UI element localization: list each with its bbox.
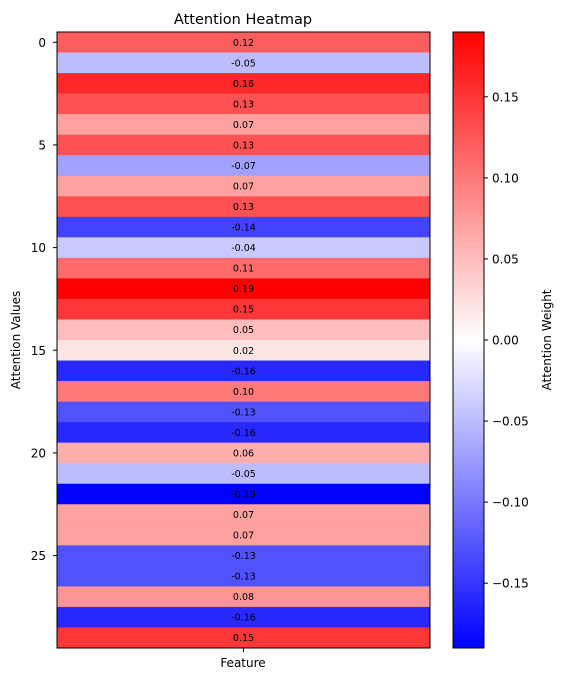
cell-value-label: 0.07 — [233, 531, 254, 542]
cell-value-label: 0.06 — [233, 448, 254, 459]
cell-value-label: 0.10 — [233, 387, 254, 398]
heatmap-cell — [57, 278, 430, 300]
heatmap-cell — [57, 586, 430, 608]
heatmap-cell — [57, 237, 430, 259]
heatmap-cell — [57, 524, 430, 546]
heatmap-cell — [57, 257, 430, 279]
y-axis-ticks: 0 5 10 15 20 25 — [31, 36, 244, 652]
colorbar-tick-label: 0.00 — [492, 334, 519, 348]
heatmap-cell-labels: 0.12 -0.05 0.16 0.13 0.07 0.13 -0.07 0.07 0.13 -0… — [231, 38, 256, 644]
cell-value-label: -0.19 — [231, 490, 256, 501]
cell-value-label: 0.07 — [233, 510, 254, 521]
colorbar-tick-label: 0.15 — [492, 90, 519, 104]
y-tick-label: 10 — [31, 241, 46, 255]
cell-value-label: 0.13 — [233, 99, 254, 110]
heatmap-cell — [57, 319, 430, 341]
heatmap-cell — [57, 606, 430, 628]
cell-value-label: -0.16 — [231, 428, 256, 439]
cell-value-label: 0.12 — [233, 38, 254, 49]
chart-title: Attention Heatmap — [174, 12, 312, 28]
cell-value-label: -0.13 — [231, 572, 256, 583]
cell-value-label: -0.05 — [231, 58, 256, 69]
heatmap-cell — [57, 565, 430, 587]
cell-value-label: -0.14 — [231, 223, 256, 234]
heatmap-cell — [57, 155, 430, 177]
heatmap-cell — [57, 360, 430, 382]
heatmap-cell — [57, 627, 430, 649]
heatmap-cell — [57, 463, 430, 485]
cell-value-label: -0.16 — [231, 366, 256, 377]
cell-value-label: 0.05 — [233, 325, 254, 336]
heatmap-cell — [57, 73, 430, 94]
cell-value-label: -0.13 — [231, 551, 256, 562]
cell-value-label: -0.07 — [231, 161, 256, 172]
cell-value-label: 0.02 — [233, 346, 254, 357]
heatmap-cell — [57, 422, 430, 443]
y-axis-title: Attention Values — [9, 291, 23, 389]
cell-value-label: 0.13 — [233, 202, 254, 213]
heatmap-cell — [57, 504, 430, 526]
heatmap-cell — [57, 340, 430, 361]
y-tick-label: 20 — [31, 446, 46, 460]
cell-value-label: 0.07 — [233, 120, 254, 131]
colorbar-tick-label: −0.15 — [492, 577, 529, 591]
colorbar-tick-label: −0.10 — [492, 496, 529, 510]
cell-value-label: -0.16 — [231, 613, 256, 624]
y-tick-label: 5 — [38, 138, 46, 152]
y-tick-label: 15 — [31, 344, 46, 358]
cell-value-label: 0.15 — [233, 305, 254, 316]
y-tick-label: 0 — [38, 36, 46, 50]
heatmap-cell — [57, 175, 430, 197]
heatmap-cell — [57, 52, 430, 74]
heatmap-cell — [57, 134, 430, 156]
colorbar-tick-label: 0.10 — [492, 171, 519, 185]
colorbar-ticks: 0.15 0.10 0.05 0.00 −0.05 −0.10 −0.15 — [484, 90, 529, 591]
colorbar — [452, 31, 485, 649]
cell-value-label: 0.11 — [233, 264, 254, 275]
cell-value-label: -0.04 — [231, 243, 256, 254]
heatmap-cell — [57, 545, 430, 567]
heatmap-cell — [57, 381, 430, 402]
cell-value-label: 0.13 — [233, 140, 254, 151]
cell-value-label: 0.19 — [233, 284, 254, 295]
heatmap-cell — [57, 216, 430, 238]
heatmap-cell — [57, 114, 430, 135]
heatmap-cell — [57, 442, 430, 464]
heatmap-cells — [57, 32, 430, 649]
heatmap-cell — [57, 483, 430, 505]
heatmap-cell — [57, 401, 430, 423]
heatmap-cell — [57, 32, 430, 53]
x-axis-title: Feature — [220, 656, 265, 670]
cell-value-label: 0.15 — [233, 633, 254, 644]
cell-value-label: 0.16 — [233, 79, 254, 90]
colorbar-title: Attention Weight — [540, 289, 554, 390]
cell-value-label: -0.05 — [231, 469, 256, 480]
heatmap-cell — [57, 298, 430, 320]
colorbar-tick-label: −0.05 — [492, 415, 529, 429]
cell-value-label: 0.07 — [233, 182, 254, 193]
cell-value-label: -0.13 — [231, 407, 256, 418]
colorbar-tick-label: 0.05 — [492, 252, 519, 266]
heatmap-cell — [57, 93, 430, 115]
cell-value-label: 0.08 — [233, 592, 254, 603]
heatmap-cell — [57, 196, 430, 218]
y-tick-label: 25 — [31, 549, 46, 563]
